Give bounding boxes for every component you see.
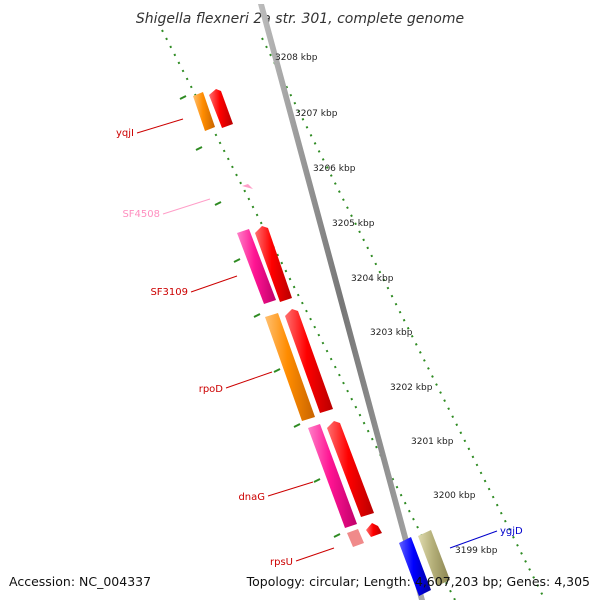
SF3109-label: SF3109 [150, 287, 188, 298]
SF4508-leader-line [162, 198, 211, 215]
kbp-label-3204: 3204 kbp [351, 274, 394, 284]
SF3109-cds-feature[interactable] [255, 226, 292, 302]
right-tick-track [261, 37, 546, 600]
SF4508-feature[interactable] [242, 184, 253, 189]
kbp-label-3202: 3202 kbp [390, 383, 433, 393]
dnaG-gene-feature[interactable] [308, 424, 357, 528]
dnaG-cds-feature[interactable] [327, 421, 374, 517]
yqjI-leader-line [136, 118, 184, 134]
SF3109-leader-line [190, 275, 238, 293]
rpoD-cds-feature[interactable] [285, 309, 333, 413]
kbp-label-3201: 3201 kbp [411, 437, 454, 447]
rpoD-label: rpoD [199, 384, 224, 395]
dnaG-label: dnaG [238, 492, 265, 503]
rpsU-gene-feature[interactable] [347, 529, 364, 547]
kbp-label-3203: 3203 kbp [370, 328, 413, 338]
yqjI-gene-feature[interactable] [193, 92, 215, 131]
rpoD-gene-feature[interactable] [265, 313, 315, 421]
map-title: Shigella flexneri 2a str. 301, complete … [136, 11, 464, 27]
kbp-label-3199: 3199 kbp [455, 546, 498, 556]
kbp-label-3200: 3200 kbp [433, 491, 476, 501]
genome-backbone [258, 4, 425, 600]
rpsU-label: rpsU [270, 557, 293, 568]
topology-text: Topology: circular; Length: 4,607,203 bp… [246, 574, 590, 589]
left-major-ticks [179, 95, 341, 538]
SF4508-label: SF4508 [122, 209, 160, 220]
ygjD-blue-feature[interactable] [399, 537, 431, 596]
SF3109-gene-feature[interactable] [237, 229, 276, 304]
yqjI-label: yqjI [116, 128, 134, 139]
rpsU-leader-line [295, 547, 335, 562]
dnaG-leader-line [267, 481, 314, 497]
rpsU-cds-feature[interactable] [366, 523, 382, 537]
rpoD-leader-line [225, 371, 273, 389]
kbp-label-3205: 3205 kbp [332, 219, 375, 229]
kbp-label-3208: 3208 kbp [275, 53, 318, 63]
ygjD-leader-line [449, 530, 498, 549]
ygjD-label: ygjD [500, 526, 523, 537]
yqjI-cds-feature[interactable] [209, 89, 233, 128]
ygjD-olive-feature[interactable] [418, 530, 450, 586]
kbp-label-3206: 3206 kbp [313, 164, 356, 174]
accession-text: Accession: NC_004337 [9, 574, 151, 589]
kbp-label-3207: 3207 kbp [295, 109, 338, 119]
